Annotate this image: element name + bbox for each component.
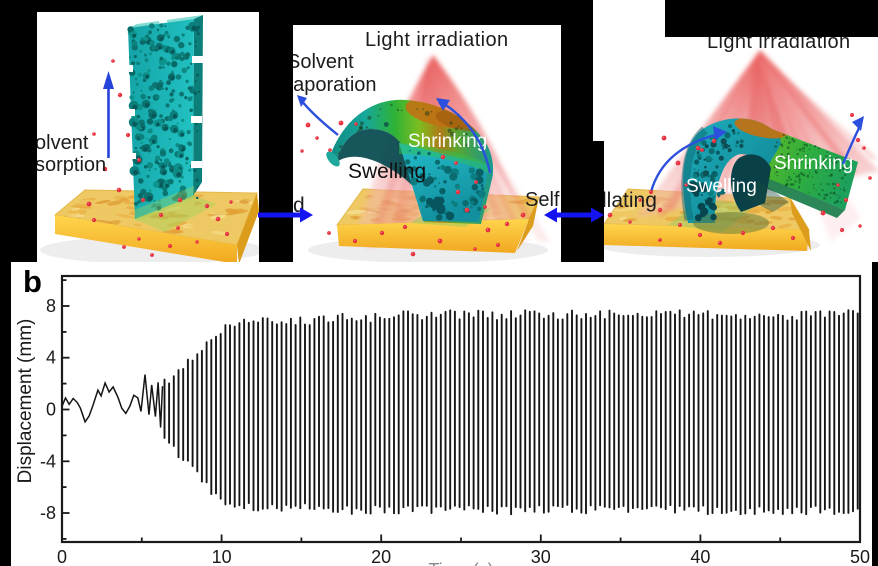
svg-text:4: 4 [46,348,56,368]
svg-text:Shrinking: Shrinking [774,153,853,174]
svg-text:Time (s): Time (s) [428,560,493,566]
svg-text:b: b [23,264,42,299]
svg-text:evaporation: evaporation [293,74,377,96]
svg-text:0: 0 [57,547,67,566]
svg-text:-4: -4 [40,451,56,471]
svg-text:Solvent: Solvent [293,51,354,73]
svg-text:-8: -8 [40,503,56,523]
svg-text:Self: Self [525,189,560,211]
svg-text:d: d [293,194,305,217]
svg-text:20: 20 [371,547,391,566]
svg-text:Swelling: Swelling [348,160,426,183]
svg-text:30: 30 [531,547,551,566]
svg-text:10: 10 [212,547,232,566]
svg-text:50: 50 [850,547,870,566]
svg-text:8: 8 [46,296,56,316]
svg-text:Displacement (mm): Displacement (mm) [15,319,36,484]
svg-text:Swelling: Swelling [686,176,757,197]
svg-text:40: 40 [690,547,710,566]
svg-text:olvent: olvent [37,132,89,154]
svg-text:llating: llating [602,189,657,212]
svg-text:sorption: sorption [37,154,106,176]
svg-text:Light irradiation: Light irradiation [365,29,509,51]
svg-text:Shrinking: Shrinking [408,131,487,152]
svg-text:0: 0 [46,400,56,420]
